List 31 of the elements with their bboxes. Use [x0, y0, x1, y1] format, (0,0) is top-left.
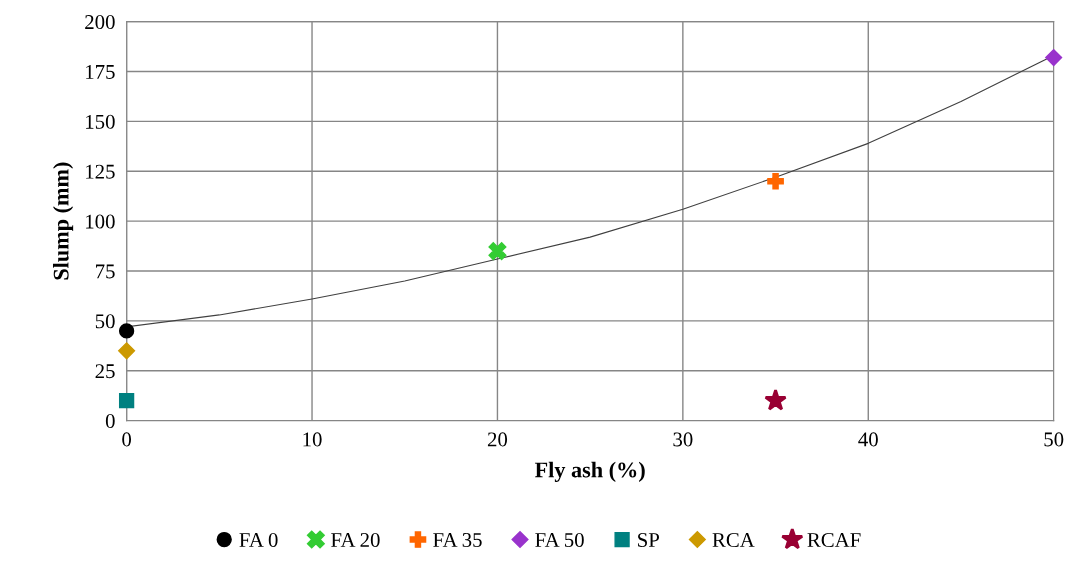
point [764, 388, 787, 411]
legend-label: RCA [712, 533, 755, 548]
x-axis-title: Fly ash (%) [534, 461, 645, 482]
y-tick-label: 0 [105, 414, 115, 429]
point [118, 393, 135, 409]
point [118, 342, 136, 360]
legend-label: FA 0 [239, 532, 278, 548]
y-tick-label: 75 [96, 264, 115, 279]
legend-label: SP [638, 533, 660, 548]
point [767, 172, 784, 190]
y-tick-label: 125 [86, 164, 115, 179]
legend-label: FA 50 [535, 532, 584, 548]
x-tick-label: 10 [303, 432, 322, 447]
point [1045, 49, 1063, 67]
x-tick-label: 20 [487, 432, 508, 447]
y-tick-label: 150 [86, 114, 115, 129]
y-tick-label: 200 [85, 15, 115, 30]
x-tick-label: 40 [858, 432, 878, 447]
y-tick-label: 25 [95, 364, 115, 379]
point [488, 242, 507, 261]
x-tick-label: 30 [673, 432, 693, 447]
legend-label: FA 35 [433, 533, 482, 548]
x-tick-label: 0 [122, 432, 132, 447]
y-tick-label: 50 [95, 314, 115, 329]
y-axis-title: Slump (mm) [52, 162, 74, 280]
point [118, 323, 135, 339]
x-tick-label: 50 [1044, 432, 1064, 447]
legend-label: FA 20 [331, 532, 380, 548]
y-tick-label: 175 [86, 65, 115, 79]
y-tick-label: 100 [86, 214, 115, 229]
legend-label: RCAF [807, 533, 861, 548]
